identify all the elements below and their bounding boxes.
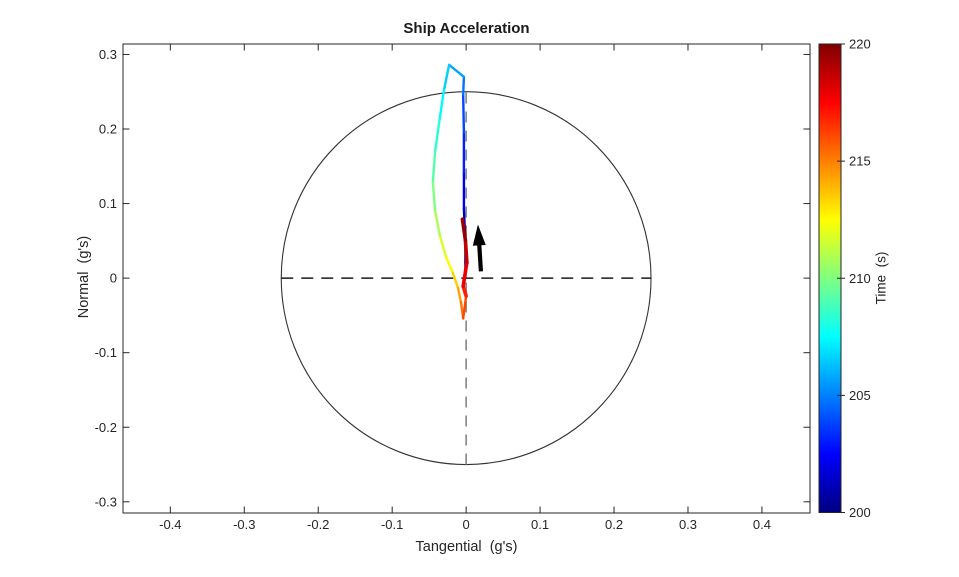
y-tick-label: -0.1 — [95, 345, 117, 360]
trajectory-segment — [431, 150, 437, 184]
trajectory-segment — [461, 260, 469, 289]
trajectory-segment — [442, 63, 451, 92]
trajectory-segment — [447, 63, 466, 79]
colorbar-tick-label: 200 — [849, 505, 871, 520]
trajectory-segment — [439, 235, 448, 259]
y-tick-label: 0.3 — [99, 47, 117, 62]
trajectory-segment — [433, 118, 441, 154]
plot-title: Ship Acceleration — [403, 20, 530, 37]
trajectory-segment — [461, 93, 466, 134]
acceleration-arrow-head — [472, 224, 486, 246]
x-tick-label: -0.1 — [381, 517, 403, 532]
trajectory-segment — [463, 238, 469, 265]
x-axis-label: Tangential (g's) — [415, 539, 518, 555]
y-tick-label: -0.2 — [95, 420, 117, 435]
x-tick-label: -0.3 — [233, 517, 255, 532]
trajectory-segment — [431, 180, 437, 213]
trajectory-segment — [460, 217, 468, 242]
colorbar-tick-label: 210 — [849, 271, 871, 286]
trajectory-segment — [451, 271, 460, 290]
y-tick-label: 0.1 — [99, 196, 117, 211]
colorbar-tick-label: 220 — [849, 37, 871, 52]
x-tick-label: 0.3 — [679, 517, 697, 532]
x-tick-label: -0.4 — [159, 517, 181, 532]
y-tick-label: 0 — [110, 271, 117, 286]
y-axis-label: Normal (g's) — [76, 235, 92, 319]
x-tick-label: 0.4 — [753, 517, 771, 532]
trajectory-segment — [444, 256, 455, 275]
x-tick-label: 0 — [463, 517, 470, 532]
colorbar-tick-label: 205 — [849, 388, 871, 403]
trajectory-segment — [456, 286, 463, 304]
x-tick-label: 0.1 — [531, 517, 549, 532]
trajectory-segment — [433, 209, 442, 239]
colorbar-label: Time (s) — [873, 251, 889, 305]
x-tick-label: 0.2 — [605, 517, 623, 532]
y-tick-label: 0.2 — [99, 122, 117, 137]
trajectory-segment — [438, 89, 446, 122]
trajectory-segment — [461, 294, 468, 320]
trajectory-segment — [461, 75, 466, 96]
colorbar-tick-label: 215 — [849, 154, 871, 169]
x-tick-label: -0.2 — [307, 517, 329, 532]
y-tick-label: -0.3 — [95, 494, 117, 509]
